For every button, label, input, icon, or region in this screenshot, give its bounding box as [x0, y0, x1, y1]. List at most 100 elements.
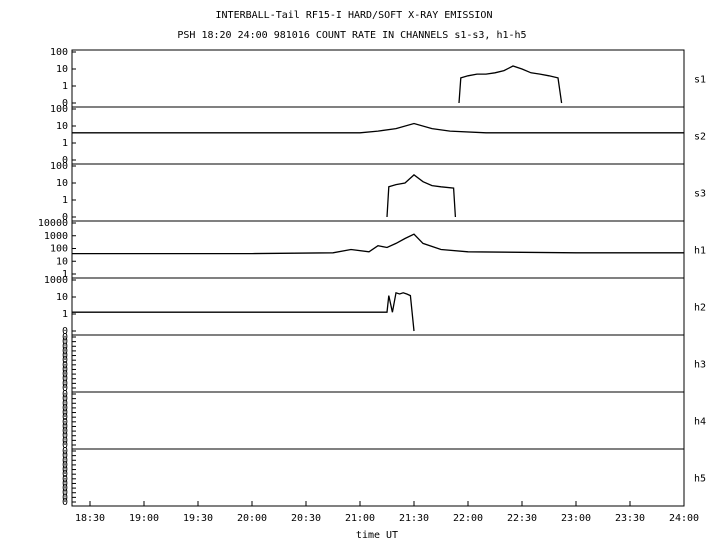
y-tick-label: 0	[62, 488, 68, 499]
x-tick-label: 20:30	[291, 513, 321, 524]
y-tick-label: 10	[56, 256, 68, 267]
y-tick-label: 1	[62, 81, 68, 92]
y-tick-label: 0	[62, 398, 68, 409]
channel-label: s1	[694, 75, 706, 86]
y-tick-label: 10	[56, 178, 68, 189]
y-tick-label: 0	[62, 455, 68, 466]
y-tick-label: 0	[62, 497, 68, 508]
y-tick-label: 100	[50, 47, 68, 58]
channel-label: h1	[694, 246, 706, 257]
panel-frame	[71, 448, 685, 507]
y-tick-label: 0	[62, 212, 68, 223]
x-tick-label: 23:00	[561, 513, 591, 524]
panel-frame	[71, 334, 685, 393]
series-line-h2	[72, 291, 415, 332]
y-tick-label: 0	[62, 412, 68, 423]
y-tick-label: 0	[62, 465, 68, 476]
y-tick-label: 0	[62, 408, 68, 419]
y-tick-label: 1	[62, 309, 68, 320]
series-line-s3	[386, 174, 457, 218]
y-tick-label: 1	[62, 269, 68, 280]
x-tick-label: 24:00	[669, 513, 699, 524]
y-tick-label: 0	[62, 337, 68, 348]
x-tick-label: 22:00	[453, 513, 483, 524]
y-tick-label: 0	[62, 460, 68, 471]
x-axis-label: time UT	[356, 530, 398, 541]
y-tick-label: 0	[62, 378, 68, 389]
chart-title: INTERBALL-Tail RF15-I HARD/SOFT X-RAY EM…	[216, 10, 493, 21]
x-tick-label: 22:30	[507, 513, 537, 524]
x-tick-label: 21:30	[399, 513, 429, 524]
panel-frame	[71, 277, 685, 336]
y-tick-label: 100	[50, 104, 68, 115]
y-tick-label: 0	[62, 369, 68, 380]
x-axis: 18:30 19:00 19:30 20:00 20:30 21:00 21:30 22:00…	[75, 501, 699, 524]
y-tick-label: 1	[62, 195, 68, 206]
y-tick-label: 0	[62, 474, 68, 485]
y-tick-label: 0	[62, 478, 68, 489]
y-tick-label: 0	[62, 469, 68, 480]
y-tick-label: 0	[62, 346, 68, 357]
y-tick-label: 0	[62, 451, 68, 462]
y-tick-label: 0	[62, 98, 68, 109]
y-tick-label: 100	[50, 244, 68, 255]
x-tick-label: 18:30	[75, 513, 105, 524]
panel-frame	[71, 106, 685, 165]
y-tick-label: 0	[62, 389, 68, 400]
y-tick-label: 0	[62, 332, 68, 343]
y-tick-label: 0	[62, 446, 68, 457]
y-tick-label: 0	[62, 383, 68, 394]
y-tick-label: 0	[62, 355, 68, 366]
channel-label: h2	[694, 303, 706, 314]
panel-frame	[71, 49, 685, 108]
series-line-s2	[72, 122, 684, 134]
y-tick-label: 0	[62, 492, 68, 503]
x-tick-label: 23:30	[615, 513, 645, 524]
series-line-s1	[458, 65, 563, 104]
y-tick-label: 0	[62, 341, 68, 352]
y-tick-label: 0	[62, 426, 68, 437]
y-tick-label: 0	[62, 155, 68, 166]
y-tick-label: 10000	[38, 218, 68, 229]
panel-frame	[71, 391, 685, 450]
y-tick-label: 0	[62, 403, 68, 414]
y-tick-label: 0	[62, 431, 68, 442]
y-tick-label: 0	[62, 483, 68, 494]
series-line-h1	[72, 233, 684, 255]
x-tick-label: 20:00	[237, 513, 267, 524]
y-tick-label: 0	[62, 360, 68, 371]
channel-label: h5	[694, 474, 706, 485]
channel-label: s2	[694, 132, 706, 143]
x-tick-label: 21:00	[345, 513, 375, 524]
panel-frame	[71, 220, 685, 279]
y-tick-label: 0	[62, 440, 68, 451]
y-tick-label: 0	[62, 374, 68, 385]
y-tick-label: 1000	[44, 275, 68, 286]
y-tick-label: 0	[62, 326, 68, 337]
x-tick-label: 19:00	[129, 513, 159, 524]
y-tick-label: 100	[50, 161, 68, 172]
channel-label: h4	[694, 417, 706, 428]
y-tick-label: 10	[56, 121, 68, 132]
y-tick-label: 0	[62, 421, 68, 432]
panel-stack: 1001010s11001010s21001010s31000010001001…	[38, 47, 706, 508]
y-tick-label: 10	[56, 64, 68, 75]
channel-label: s3	[694, 189, 706, 200]
y-tick-label: 10	[56, 292, 68, 303]
x-tick-label: 19:30	[183, 513, 213, 524]
y-tick-label: 0	[62, 394, 68, 405]
y-tick-label: 1000	[44, 231, 68, 242]
y-tick-label: 1	[62, 138, 68, 149]
y-tick-label: 0	[62, 435, 68, 446]
y-tick-label: 0	[62, 351, 68, 362]
y-tick-label: 0	[62, 364, 68, 375]
